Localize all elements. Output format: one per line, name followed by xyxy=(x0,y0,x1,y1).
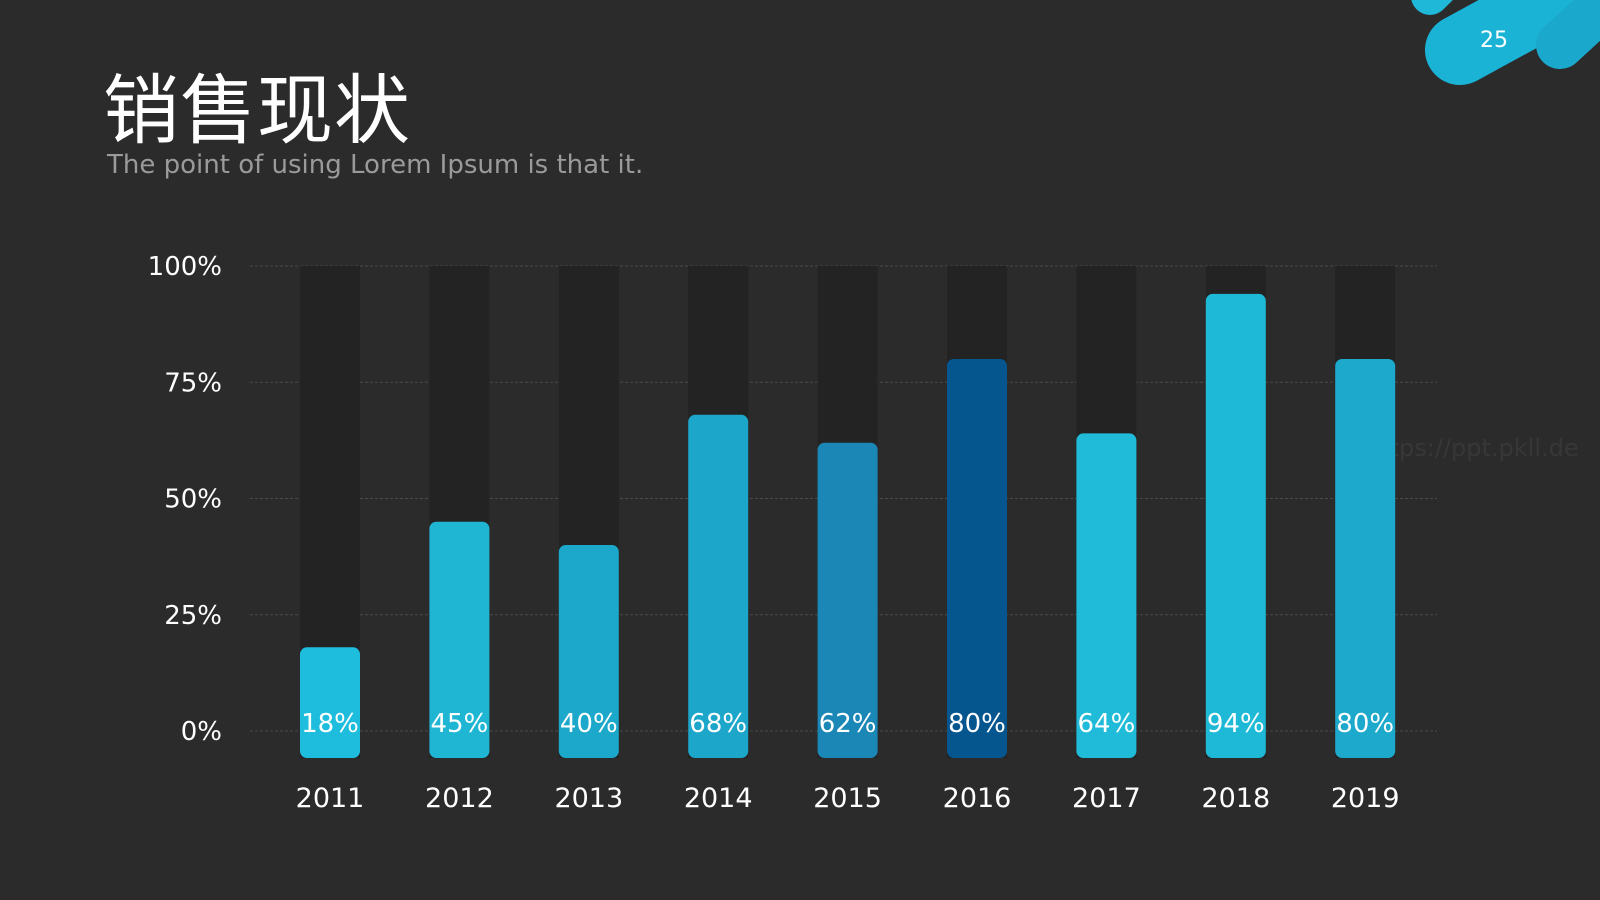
bar-value-label: 40% xyxy=(560,709,618,739)
slide-subtitle: The point of using Lorem Ipsum is that i… xyxy=(107,150,644,180)
bar-value-label: 68% xyxy=(689,709,747,739)
y-tick-label: 75% xyxy=(164,368,222,398)
bar-2019 xyxy=(1335,359,1396,758)
bar-value-label: 94% xyxy=(1207,709,1265,739)
bar-value-label: 18% xyxy=(301,709,359,739)
bar-2013 xyxy=(558,545,619,758)
x-tick-label: 2015 xyxy=(813,783,882,814)
bar-2012 xyxy=(429,521,490,758)
x-tick-label: 2017 xyxy=(1072,783,1141,814)
page-number: 25 xyxy=(1480,28,1508,53)
x-tick-label: 2013 xyxy=(554,783,623,814)
watermark: https://ppt.pkll.de xyxy=(1365,434,1579,462)
y-tick-label: 25% xyxy=(164,601,222,631)
x-tick-label: 2018 xyxy=(1201,783,1270,814)
bar-2017 xyxy=(1076,433,1137,758)
x-tick-label: 2019 xyxy=(1331,783,1400,814)
bar-2011 xyxy=(300,647,360,758)
bar-value-label: 80% xyxy=(948,709,1006,739)
bar-value-label: 64% xyxy=(1078,709,1136,739)
y-tick-label: 50% xyxy=(164,485,222,515)
bar-2015 xyxy=(817,442,878,758)
slide-title: 销售现状 xyxy=(103,66,411,155)
x-tick-label: 2014 xyxy=(684,783,753,814)
x-tick-label: 2012 xyxy=(425,783,494,814)
bar-value-label: 62% xyxy=(819,709,877,739)
x-tick-label: 2011 xyxy=(296,783,365,814)
bar-2014 xyxy=(688,414,749,758)
x-tick-label: 2016 xyxy=(943,783,1012,814)
bar-value-label: 80% xyxy=(1336,709,1394,739)
y-tick-label: 100% xyxy=(148,252,222,282)
bar-2018 xyxy=(1205,293,1266,758)
y-tick-label: 0% xyxy=(181,717,222,747)
bar-2016 xyxy=(947,359,1007,758)
bar-value-label: 45% xyxy=(431,709,489,739)
